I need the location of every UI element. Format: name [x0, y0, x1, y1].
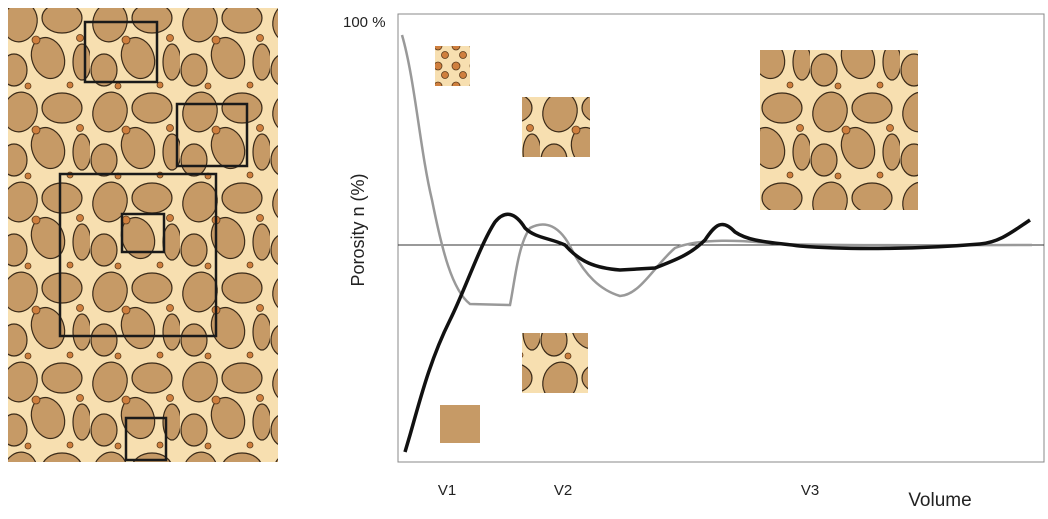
porosity-curve-dark — [405, 214, 1030, 452]
x-tick-label: V3 — [801, 482, 819, 499]
plot-frame — [398, 14, 1044, 462]
inset-sample — [522, 97, 590, 157]
y-axis-label: Porosity n (%) — [348, 173, 368, 286]
soil-panel — [8, 8, 278, 462]
inset-sample — [435, 46, 470, 86]
x-tick-label: V1 — [438, 482, 456, 499]
diagram: 100 % Porosity n (%) V1 V2 V3 Volume — [0, 0, 1048, 514]
porosity-curve-light — [402, 35, 1032, 305]
page: 100 % Porosity n (%) V1 V2 V3 Volume (()… — [0, 0, 1048, 514]
inset-sample — [760, 50, 918, 210]
x-axis-label: Volume — [908, 490, 971, 511]
x-tick-label: V2 — [554, 482, 572, 499]
y-top-label: 100 % — [343, 14, 386, 31]
inset-sample — [440, 405, 480, 443]
inset-sample — [522, 333, 588, 393]
